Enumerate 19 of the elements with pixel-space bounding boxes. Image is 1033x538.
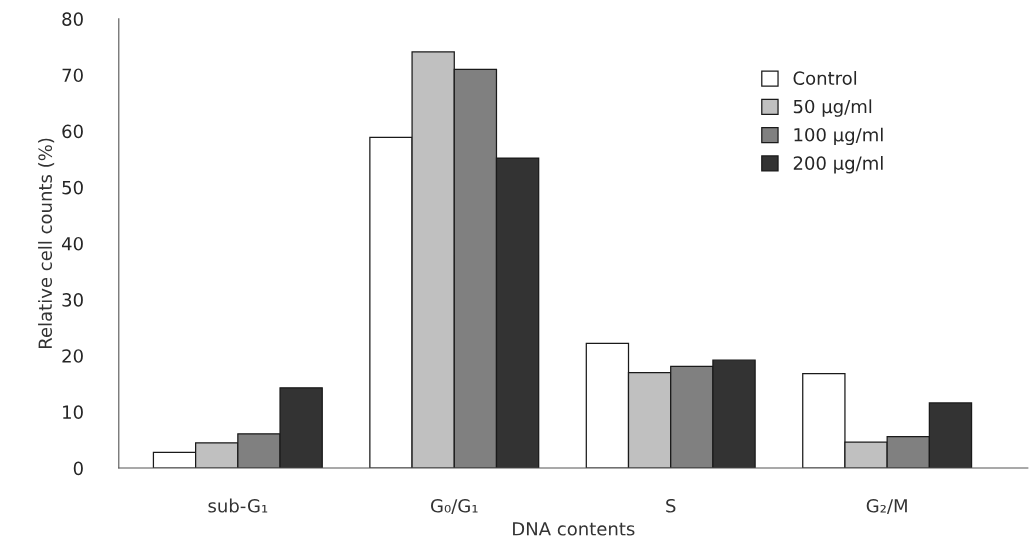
y-tick-label: 40 bbox=[61, 236, 83, 251]
y-tick-label: 80 bbox=[62, 12, 83, 26]
x-tick-label: G₂/M bbox=[866, 498, 907, 515]
y-tick-label: 10 bbox=[63, 405, 83, 420]
y-tick-label: 0 bbox=[73, 461, 83, 476]
y-tick-label: 20 bbox=[62, 349, 83, 363]
x-tick-label: sub-G₁ bbox=[208, 498, 268, 513]
y-tick-label: 60 bbox=[62, 124, 83, 139]
x-tick-label: S bbox=[666, 498, 676, 513]
legend-label: 50 µg/ml bbox=[793, 99, 872, 117]
legend-label: 100 µg/ml bbox=[794, 127, 883, 146]
legend-label: 200 µg/ml bbox=[793, 155, 883, 174]
x-axis-title: DNA contents bbox=[513, 522, 635, 536]
y-tick-label: 30 bbox=[62, 293, 83, 307]
y-tick-label: 50 bbox=[62, 180, 83, 195]
y-axis-title: Relative cell counts (%) bbox=[38, 138, 55, 349]
x-tick-label: G₀/G₁ bbox=[431, 498, 478, 515]
y-tick-label: 70 bbox=[62, 68, 83, 83]
legend-label: Control bbox=[793, 71, 857, 85]
